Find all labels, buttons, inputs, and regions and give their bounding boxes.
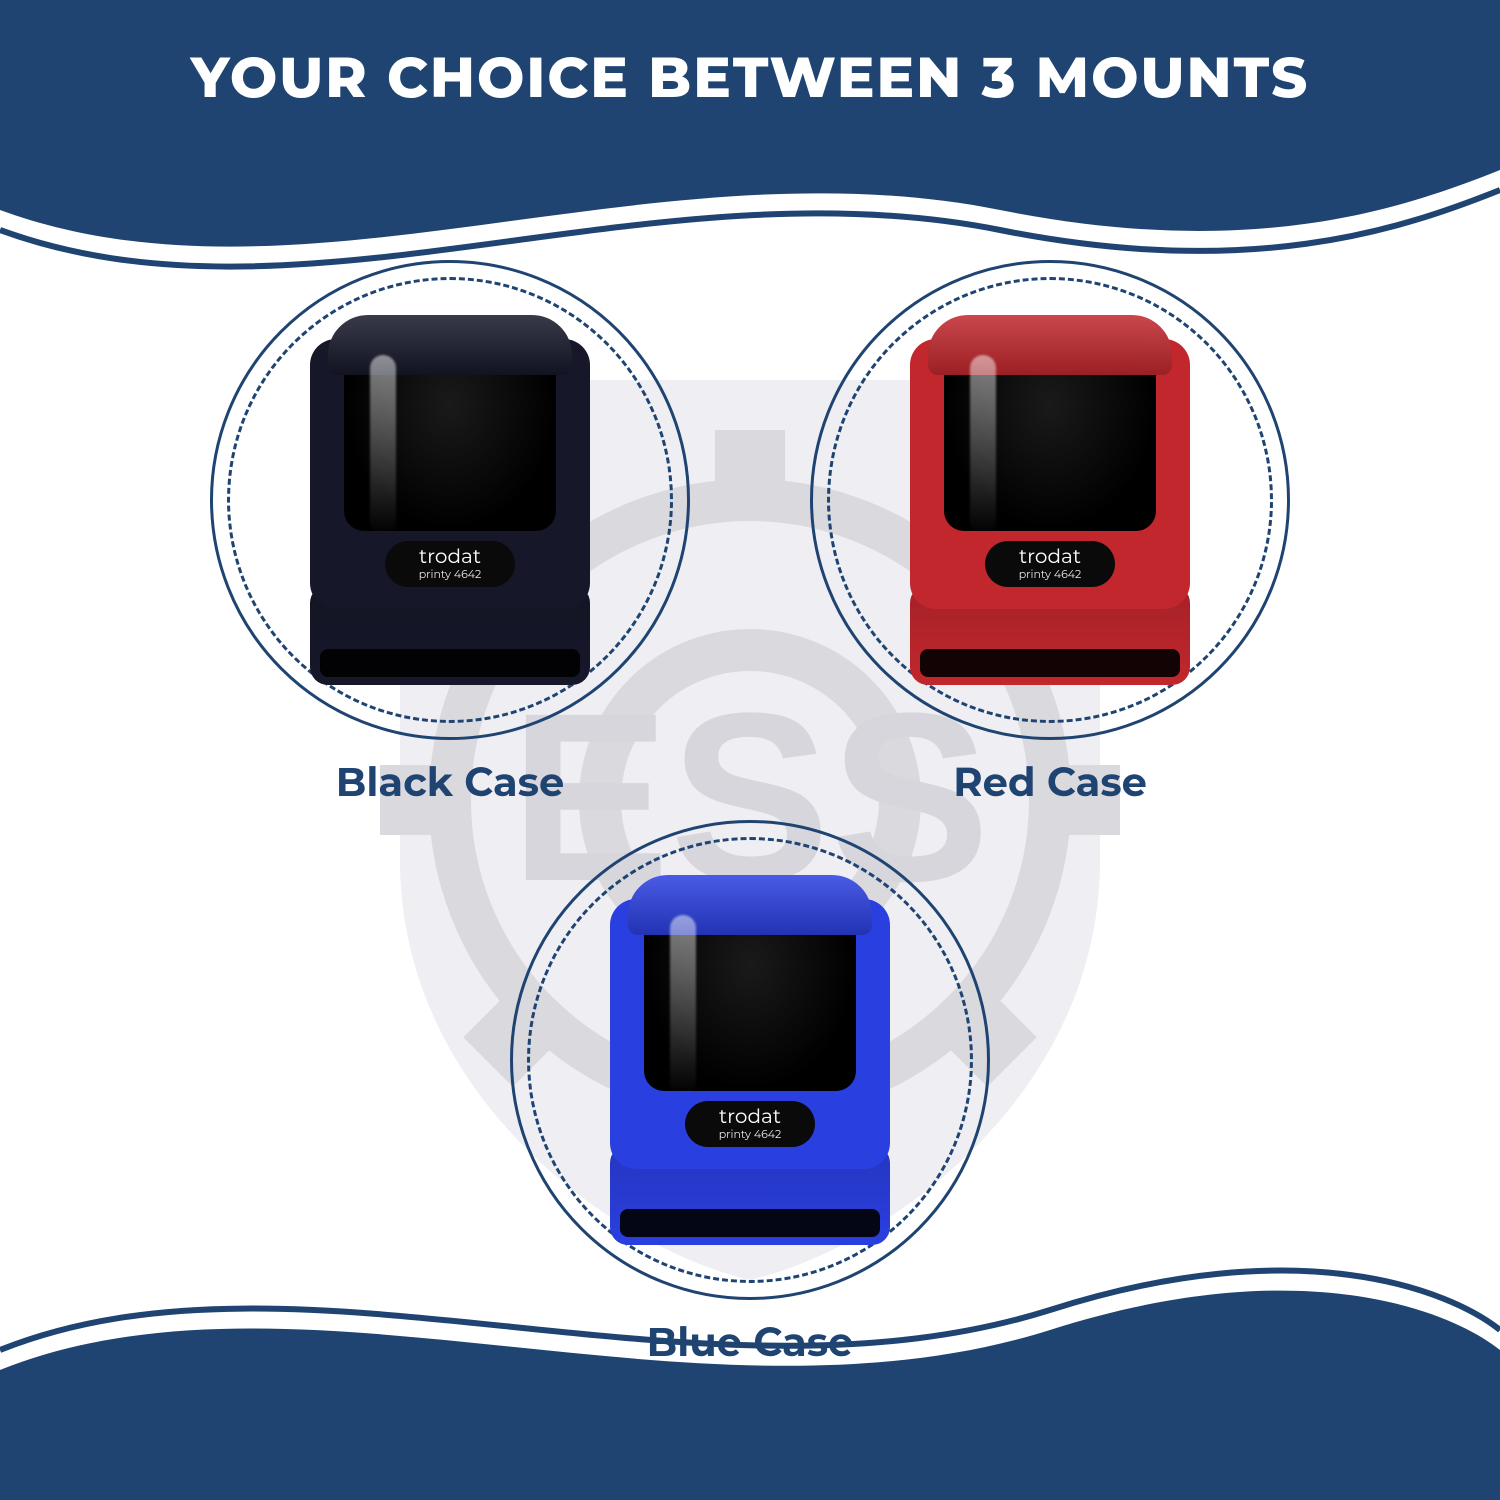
card-circle: trodat printy 4642 xyxy=(810,260,1290,740)
product-cards: trodat printy 4642 Black Case xyxy=(0,0,1500,1500)
card-black-case: trodat printy 4642 Black Case xyxy=(210,260,690,807)
stamp-brand-badge: trodat printy 4642 xyxy=(985,541,1115,587)
card-circle: trodat printy 4642 xyxy=(510,820,990,1300)
stamp-brand-badge: trodat printy 4642 xyxy=(385,541,515,587)
stamp-black: trodat printy 4642 xyxy=(310,315,590,685)
stamp-brand: trodat xyxy=(1019,545,1081,569)
card-circle: trodat printy 4642 xyxy=(210,260,690,740)
card-caption: Black Case xyxy=(210,758,690,807)
card-red-case: trodat printy 4642 Red Case xyxy=(810,260,1290,807)
stamp-blue: trodat printy 4642 xyxy=(610,875,890,1245)
card-caption: Red Case xyxy=(810,758,1290,807)
card-blue-case: trodat printy 4642 Blue Case xyxy=(510,820,990,1367)
stamp-brand-badge: trodat printy 4642 xyxy=(685,1101,815,1147)
stamp-model: printy 4642 xyxy=(385,569,515,580)
stamp-red: trodat printy 4642 xyxy=(910,315,1190,685)
card-caption: Blue Case xyxy=(510,1318,990,1367)
stamp-model: printy 4642 xyxy=(685,1129,815,1140)
stamp-brand: trodat xyxy=(419,545,481,569)
stamp-brand: trodat xyxy=(719,1105,781,1129)
stamp-model: printy 4642 xyxy=(985,569,1115,580)
